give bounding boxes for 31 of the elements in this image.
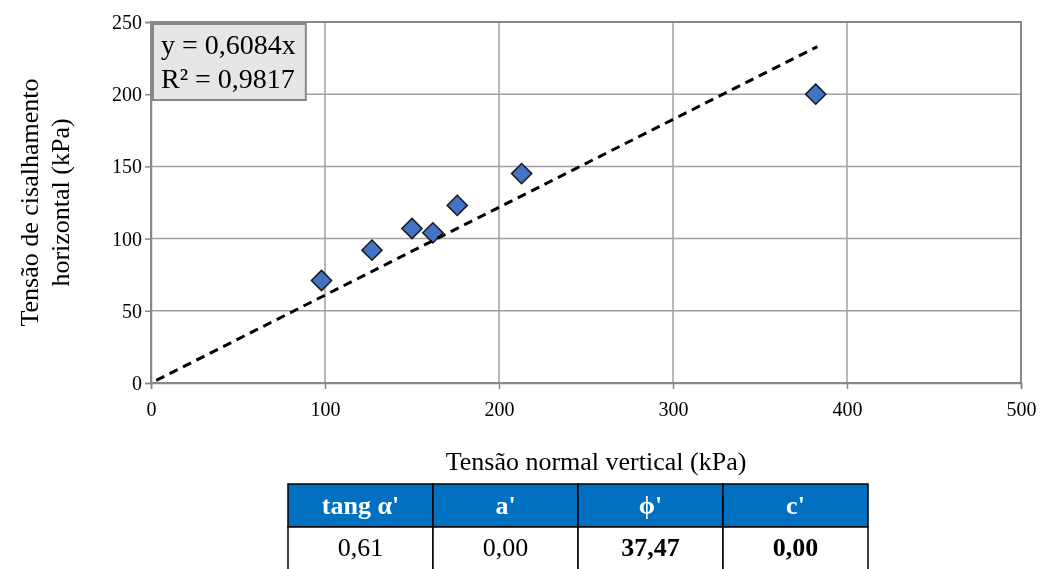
category-label: a' <box>495 491 516 520</box>
category-label: tang α' <box>321 491 400 520</box>
point <box>361 239 383 261</box>
y-tick-label: 150 <box>112 155 142 178</box>
point <box>510 162 533 185</box>
x-tick-label: 400 <box>832 398 863 420</box>
text: 37,47 <box>621 533 680 562</box>
point <box>804 83 827 106</box>
x-tick-label: 500 <box>1006 398 1037 420</box>
annotation: R² = 0,9817 <box>161 63 295 94</box>
category-label: ϕ' <box>638 491 663 520</box>
text: 0,00 <box>482 533 529 562</box>
x-tick-label: 0 <box>146 398 157 420</box>
x-tick-label: 200 <box>484 398 515 420</box>
y-tick-label: 50 <box>122 299 142 322</box>
text: 0,00 <box>772 533 819 562</box>
y-tick-label: 200 <box>112 83 142 106</box>
y-tick-label: 250 <box>112 10 142 33</box>
point <box>422 221 444 244</box>
category-label: c' <box>786 491 805 520</box>
y-tick-label: 0 <box>132 371 142 394</box>
point <box>310 269 333 292</box>
text: 0,61 <box>337 533 384 562</box>
x-axis-title: Tensão normal vertical (kPa) <box>445 447 747 476</box>
y-axis-title: Tensão de cisalhamento horizontal (kPa) <box>15 78 75 327</box>
point <box>446 194 469 217</box>
y-tick-label: 100 <box>112 227 142 250</box>
annotation: y = 0,6084x <box>161 29 296 60</box>
x-tick-label: 100 <box>310 398 341 420</box>
x-tick-label: 300 <box>658 398 689 420</box>
point <box>401 217 423 240</box>
